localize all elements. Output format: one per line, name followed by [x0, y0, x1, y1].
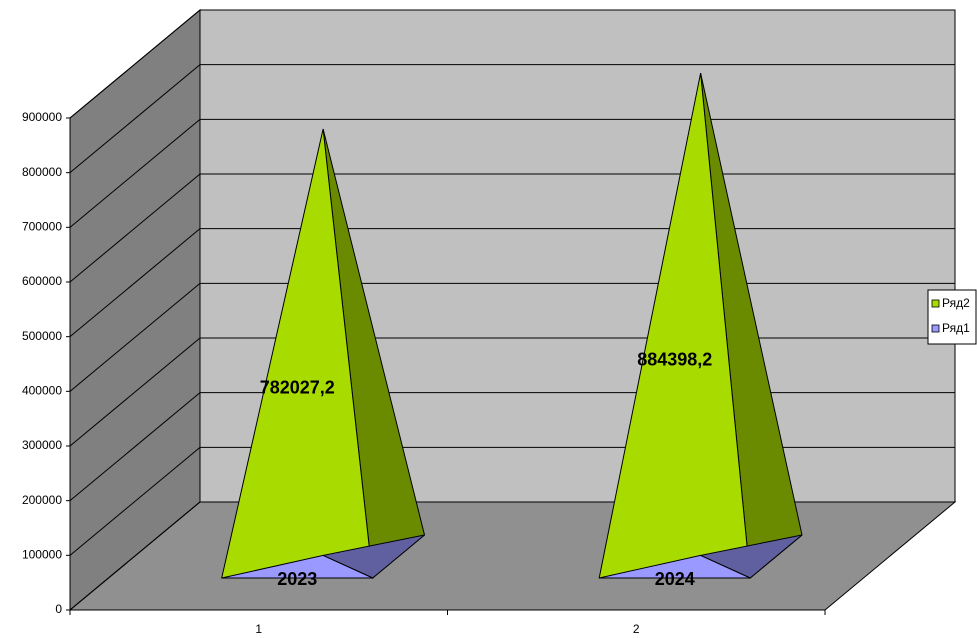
y-tick-label: 100000	[22, 548, 62, 562]
pyramid	[598, 72, 803, 579]
y-tick-label: 900000	[22, 110, 62, 124]
y-tick-label: 700000	[22, 220, 62, 234]
grid-line	[69, 337, 201, 447]
pyramid	[221, 534, 425, 579]
legend-swatch	[931, 299, 940, 308]
data-label: 2024	[655, 569, 695, 589]
legend-label: Ряд2	[942, 296, 970, 310]
y-tick-label: 0	[55, 602, 62, 616]
data-label: 782027,2	[260, 377, 335, 397]
grid-line	[69, 64, 201, 174]
y-tick-label: 400000	[22, 384, 62, 398]
legend-swatch	[931, 324, 940, 333]
y-tick-label: 800000	[22, 165, 62, 179]
grid-line	[69, 282, 201, 392]
data-label: 2023	[277, 569, 317, 589]
grid-line	[69, 118, 201, 228]
x-tick-label: 2	[633, 622, 640, 636]
legend-label: Ряд1	[942, 321, 970, 335]
grid-line	[69, 9, 201, 119]
y-tick-label: 500000	[22, 329, 62, 343]
floor	[68, 501, 957, 611]
pyramid-face	[599, 554, 751, 579]
x-tick-label: 1	[255, 622, 262, 636]
grid-line	[69, 446, 201, 556]
grid-line	[69, 501, 201, 611]
grid-line	[69, 173, 201, 283]
pyramid	[599, 534, 803, 579]
pyramid-face	[221, 554, 373, 579]
y-tick-label: 600000	[22, 274, 62, 288]
legend-box	[927, 289, 977, 345]
grid-line	[69, 228, 201, 338]
grid-line	[69, 392, 201, 502]
y-tick-label: 200000	[22, 493, 62, 507]
data-label: 884398,2	[637, 349, 712, 369]
y-tick-label: 300000	[22, 438, 62, 452]
